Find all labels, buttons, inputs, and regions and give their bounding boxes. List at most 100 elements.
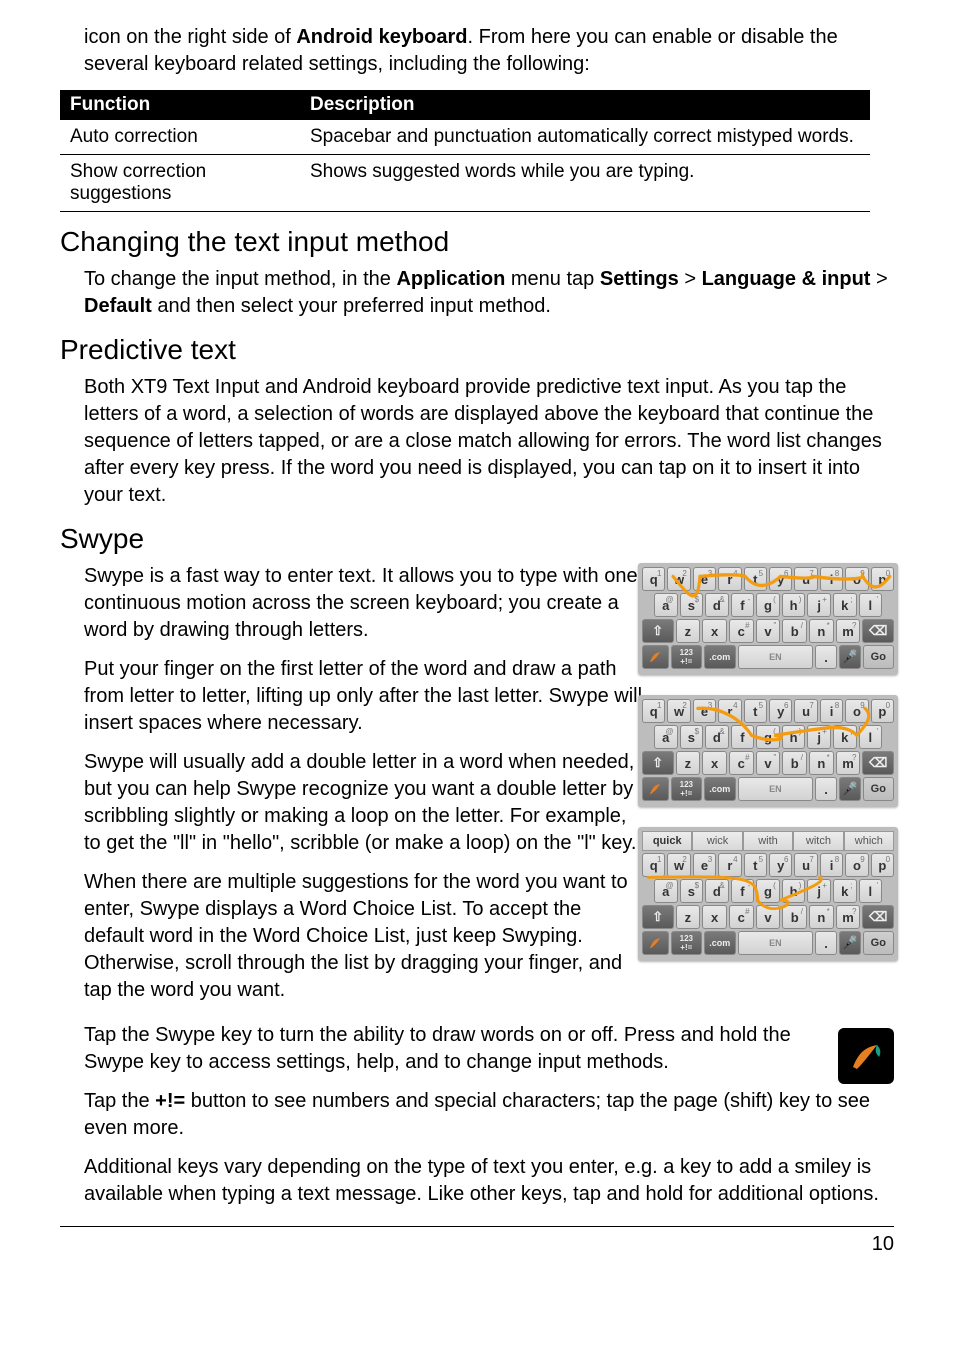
key-e[interactable]: 3e [693,853,716,877]
key-p[interactable]: 0p [871,567,894,591]
key-c[interactable]: #c [729,751,754,775]
mic-key[interactable]: 🎤 [839,645,861,669]
space-key[interactable]: EN [738,931,814,955]
key-x[interactable]: x [702,619,727,643]
key-r[interactable]: 4r [718,699,741,723]
key-o[interactable]: 9o [845,567,868,591]
key-b[interactable]: /b [782,751,807,775]
key-r[interactable]: 4r [718,853,741,877]
key-m[interactable]: ?m [836,751,861,775]
key-j[interactable]: +j [807,593,831,617]
key-s[interactable]: $s [680,879,704,903]
key-s[interactable]: $s [680,725,704,749]
key-y[interactable]: 6y [769,699,792,723]
period-key[interactable]: . [815,645,837,669]
key-l[interactable]: 'l [859,593,883,617]
key-k[interactable]: ;k [833,879,857,903]
key-i[interactable]: 8i [820,567,843,591]
key-g[interactable]: (g [756,725,780,749]
key-u[interactable]: 7u [794,567,817,591]
go-key[interactable]: Go [863,931,894,955]
key-e[interactable]: 3e [693,699,716,723]
key-u[interactable]: 7u [794,699,817,723]
key-c[interactable]: #c [729,905,754,929]
key-d[interactable]: &d [705,879,729,903]
symbols-key[interactable]: 123+!= [671,777,702,801]
dotcom-key[interactable]: .com [704,777,735,801]
key-b[interactable]: /b [782,905,807,929]
key-m[interactable]: ?m [836,905,861,929]
key-i[interactable]: 8i [820,853,843,877]
key-l[interactable]: 'l [859,879,883,903]
key-z[interactable]: z [676,751,701,775]
key-i[interactable]: 8i [820,699,843,723]
go-key[interactable]: Go [863,645,894,669]
key-h[interactable]: )h [782,725,806,749]
key-d[interactable]: &d [705,725,729,749]
period-key[interactable]: . [815,931,837,955]
key-z[interactable]: z [676,905,701,929]
key-u[interactable]: 7u [794,853,817,877]
symbols-key[interactable]: 123+!= [671,645,702,669]
key-t[interactable]: 5t [744,853,767,877]
key-n[interactable]: *n [809,619,834,643]
key-f[interactable]: -f [731,879,755,903]
shift-key[interactable]: ⇧ [642,751,674,775]
key-w[interactable]: 2w [667,567,690,591]
key-n[interactable]: *n [809,905,834,929]
backspace-key[interactable]: ⌫ [862,751,894,775]
key-p[interactable]: 0p [871,853,894,877]
suggestion-item[interactable]: witch [793,831,843,851]
key-j[interactable]: +j [807,879,831,903]
key-a[interactable]: @a [654,879,678,903]
key-s[interactable]: $s [680,593,704,617]
swype-key[interactable] [642,777,669,801]
key-g[interactable]: (g [756,879,780,903]
dotcom-key[interactable]: .com [704,645,735,669]
key-f[interactable]: -f [731,725,755,749]
key-y[interactable]: 6y [769,567,792,591]
backspace-key[interactable]: ⌫ [862,905,894,929]
key-t[interactable]: 5t [744,699,767,723]
key-q[interactable]: 1q [642,567,665,591]
symbols-key[interactable]: 123+!= [671,931,702,955]
key-o[interactable]: 9o [845,699,868,723]
key-x[interactable]: x [702,905,727,929]
key-k[interactable]: ;k [833,725,857,749]
key-b[interactable]: /b [782,619,807,643]
key-q[interactable]: 1q [642,699,665,723]
key-m[interactable]: ?m [836,619,861,643]
key-k[interactable]: ;k [833,593,857,617]
key-a[interactable]: @a [654,725,678,749]
suggestion-item[interactable]: which [844,831,894,851]
key-f[interactable]: -f [731,593,755,617]
suggestion-item[interactable]: wick [692,831,742,851]
key-v[interactable]: "v [756,619,781,643]
key-l[interactable]: 'l [859,725,883,749]
backspace-key[interactable]: ⌫ [862,619,894,643]
space-key[interactable]: EN [738,645,814,669]
key-a[interactable]: @a [654,593,678,617]
key-v[interactable]: "v [756,751,781,775]
suggestion-item[interactable]: with [743,831,793,851]
key-y[interactable]: 6y [769,853,792,877]
key-r[interactable]: 4r [718,567,741,591]
swype-key[interactable] [642,931,669,955]
swype-key[interactable] [642,645,669,669]
mic-key[interactable]: 🎤 [839,931,861,955]
period-key[interactable]: . [815,777,837,801]
key-n[interactable]: *n [809,751,834,775]
mic-key[interactable]: 🎤 [839,777,861,801]
key-c[interactable]: #c [729,619,754,643]
key-v[interactable]: "v [756,905,781,929]
key-h[interactable]: )h [782,879,806,903]
key-w[interactable]: 2w [667,699,690,723]
key-x[interactable]: x [702,751,727,775]
key-z[interactable]: z [676,619,701,643]
shift-key[interactable]: ⇧ [642,905,674,929]
suggestion-item[interactable]: quick [642,831,692,851]
key-p[interactable]: 0p [871,699,894,723]
dotcom-key[interactable]: .com [704,931,735,955]
key-t[interactable]: 5t [744,567,767,591]
key-j[interactable]: +j [807,725,831,749]
